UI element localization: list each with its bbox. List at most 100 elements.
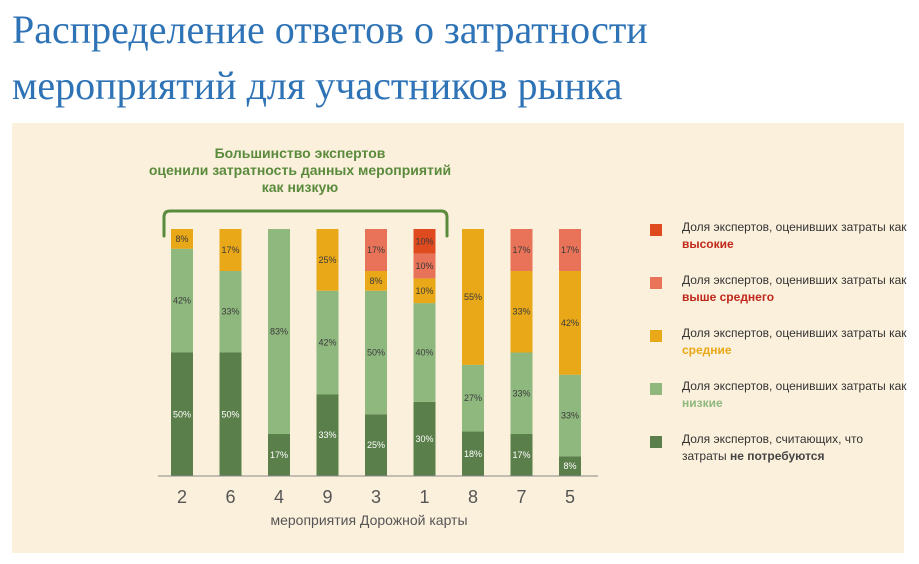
data-label: 8%	[369, 276, 382, 286]
data-label: 17%	[561, 245, 579, 255]
legend-label-emphasis: высокие	[682, 237, 734, 251]
bar-segment	[219, 352, 242, 476]
x-tick-label: 4	[274, 487, 284, 507]
bar-segment	[510, 434, 533, 476]
legend-label-emphasis: низкие	[682, 396, 723, 410]
bracket-annotation	[162, 209, 449, 238]
data-label: 55%	[464, 292, 482, 302]
bar-segment	[559, 456, 581, 476]
bar-segment	[510, 229, 533, 271]
bar-segment	[316, 290, 339, 395]
x-tick-label: 1	[419, 487, 429, 507]
bar-segment	[365, 229, 387, 271]
bar-segment	[559, 374, 581, 457]
data-label: 17%	[512, 245, 530, 255]
legend-label-text: Доля экспертов, оценивших затраты как	[682, 379, 907, 393]
bar-segment	[413, 253, 436, 279]
data-label: 33%	[561, 410, 579, 420]
bars-group: 50% 42% 8% 50% 33% 17% 17% 83% 33% 42% 25% 25% 50% 8%…	[171, 229, 581, 476]
bar-segment	[365, 414, 387, 476]
bar-segment	[462, 431, 484, 476]
bar-segment	[413, 303, 436, 402]
annotation-line-1: Большинство экспертов	[214, 145, 386, 161]
x-axis-label: мероприятия Дорожной карты	[270, 512, 467, 528]
data-label: 33%	[512, 307, 530, 317]
bar-segment	[413, 229, 436, 254]
data-label: 8%	[563, 461, 576, 471]
data-label: 25%	[367, 440, 385, 450]
data-label: 33%	[221, 307, 239, 317]
data-label: 33%	[318, 430, 336, 440]
bar-segment	[559, 270, 581, 375]
data-label: 10%	[415, 261, 433, 271]
bar-segment	[171, 229, 193, 249]
page-title: Распределение ответов о затратности меро…	[12, 2, 902, 114]
data-label: 17%	[512, 450, 530, 460]
x-tick-label: 7	[516, 487, 526, 507]
bar-segment	[413, 278, 436, 304]
bar-segment	[462, 229, 484, 365]
data-label: 27%	[464, 393, 482, 403]
legend-swatch	[650, 224, 662, 236]
bar-segment	[510, 352, 533, 435]
x-tick-label: 6	[225, 487, 235, 507]
legend-item: Доля экспертов, оценивших затраты как ни…	[650, 378, 910, 418]
legend-item: Доля экспертов, считающих, что затраты н…	[650, 431, 910, 471]
annotation-text: Большинство экспертов оценили затратност…	[135, 145, 465, 196]
legend-label: Доля экспертов, считающих, что затраты н…	[682, 431, 907, 465]
data-label: 30%	[415, 434, 433, 444]
legend-swatch	[650, 383, 662, 395]
legend-label-text: Доля экспертов, считающих, что затраты	[682, 432, 864, 463]
legend-label-text: Доля экспертов, оценивших затраты как	[682, 220, 907, 234]
legend-label-emphasis: выше среднего	[682, 290, 775, 304]
data-label: 10%	[415, 236, 433, 246]
x-tick-label: 5	[565, 487, 575, 507]
bar-segment	[171, 248, 193, 353]
data-label: 17%	[221, 245, 239, 255]
bar-segment	[268, 434, 290, 476]
data-label: 42%	[561, 318, 579, 328]
bar-segment	[219, 229, 242, 271]
bar-segment	[316, 394, 339, 476]
x-tick-labels: 2 6 4 9 3 1 8 7 5	[177, 487, 575, 507]
data-label: 18%	[464, 449, 482, 459]
legend-label-text: Доля экспертов, оценивших затраты как	[682, 273, 907, 287]
data-label: 42%	[173, 296, 191, 306]
x-tick-label: 9	[322, 487, 332, 507]
legend-label-emphasis: не потребуются	[729, 449, 825, 463]
x-tick-label: 8	[468, 487, 478, 507]
legend-label: Доля экспертов, оценивших затраты как ни…	[682, 378, 907, 412]
legend-item: Доля экспертов, оценивших затраты как ср…	[650, 325, 910, 365]
x-tick-label: 3	[371, 487, 381, 507]
bar-segment	[365, 290, 387, 415]
data-label: 50%	[367, 348, 385, 358]
bar-segment	[462, 364, 484, 432]
title-line-2: мероприятий для участников рынка	[12, 63, 623, 108]
data-label: 8%	[175, 234, 188, 244]
legend-label-emphasis: средние	[682, 343, 732, 357]
bar-segment	[559, 229, 581, 271]
legend-label-text: Доля экспертов, оценивших затраты как	[682, 326, 907, 340]
data-label: 50%	[173, 409, 191, 419]
data-label: 83%	[270, 327, 288, 337]
legend-swatch	[650, 436, 662, 448]
legend-item: Доля экспертов, оценивших затраты как вы…	[650, 219, 910, 259]
x-tick-label: 2	[177, 487, 187, 507]
legend-item: Доля экспертов, оценивших затраты как вы…	[650, 272, 910, 312]
bar-segment	[413, 401, 436, 476]
bar-segment	[365, 270, 387, 291]
data-label: 50%	[221, 409, 239, 419]
title-line-1: Распределение ответов о затратности	[12, 7, 648, 52]
legend-label: Доля экспертов, оценивших затраты как вы…	[682, 272, 907, 306]
legend-label: Доля экспертов, оценивших затраты как вы…	[682, 219, 907, 253]
data-label: 17%	[270, 450, 288, 460]
bar-segment	[219, 270, 242, 353]
legend-swatch	[650, 277, 662, 289]
bar-segment	[268, 229, 290, 435]
chart-panel	[12, 123, 904, 553]
bar-segment	[316, 229, 339, 291]
bar-segment	[510, 270, 533, 353]
data-label: 33%	[512, 388, 530, 398]
data-label: 40%	[415, 348, 433, 358]
